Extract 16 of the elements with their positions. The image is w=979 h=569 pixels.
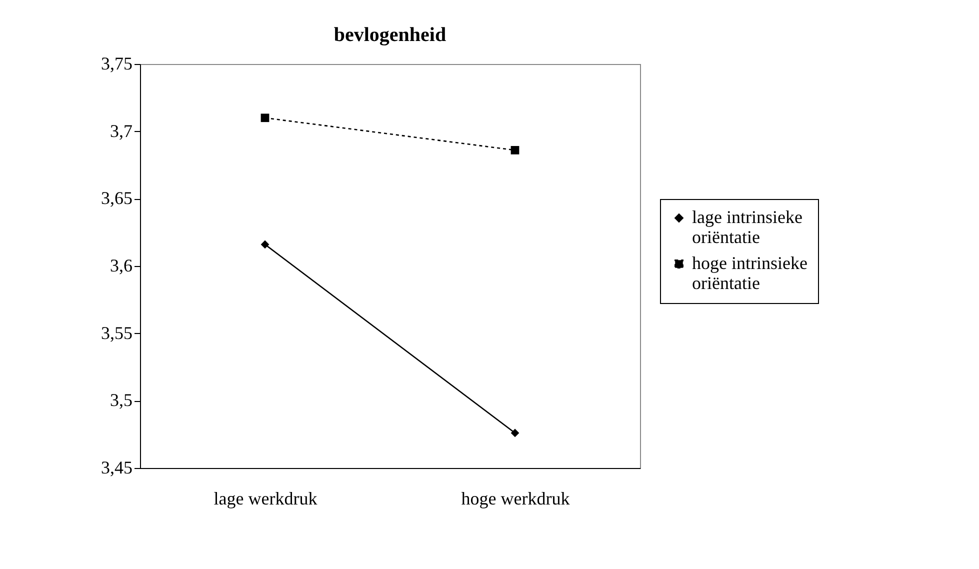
chart-title: bevlogenheid xyxy=(334,24,446,46)
y-tick-label: 3,5 xyxy=(110,390,132,410)
y-tick-label: 3,75 xyxy=(101,54,132,74)
x-tick-label: lage werkdruk xyxy=(214,488,318,508)
y-tick-label: 3,45 xyxy=(101,458,132,478)
y-tick-label: 3,55 xyxy=(101,322,132,343)
point xyxy=(260,240,270,249)
y-tick-label: 3,6 xyxy=(110,256,132,276)
y-tick-label: 3,65 xyxy=(101,188,132,208)
x-tick-label: hoge werkdruk xyxy=(461,488,570,508)
point xyxy=(510,146,520,154)
legend-label: lage intrinsieke oriëntatie xyxy=(692,207,802,247)
point xyxy=(260,114,270,122)
legend-label: hoge intrinsieke oriëntatie xyxy=(692,253,808,293)
y-tick-label: 3,7 xyxy=(110,120,132,141)
point xyxy=(510,428,520,438)
